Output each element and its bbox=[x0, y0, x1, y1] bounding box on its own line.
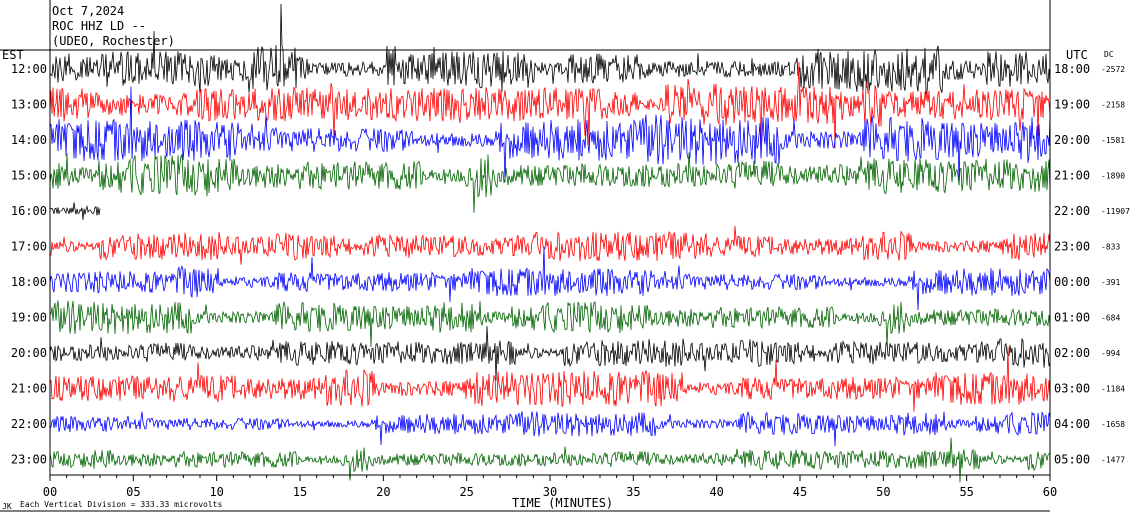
x-tick-label-05: 05 bbox=[126, 485, 140, 499]
est-label-1800: 18:00 bbox=[11, 275, 47, 289]
trace-1400 bbox=[49, 86, 1051, 185]
dc-value-11: -1477 bbox=[1101, 456, 1125, 465]
dc-value-4: -1190784 bbox=[1101, 207, 1130, 216]
utc-axis-title: UTC bbox=[1066, 48, 1088, 62]
dc-value-5: -833 bbox=[1101, 243, 1120, 252]
x-tick-label-25: 25 bbox=[459, 485, 473, 499]
x-tick-label-40: 40 bbox=[709, 485, 723, 499]
utc-label-1800: 18:00 bbox=[1054, 62, 1090, 76]
dc-value-3: -1890 bbox=[1101, 172, 1125, 181]
x-tick-label-20: 20 bbox=[376, 485, 390, 499]
est-label-1500: 15:00 bbox=[11, 169, 47, 183]
trace-1600 bbox=[49, 202, 101, 220]
trace-1700 bbox=[49, 225, 1051, 265]
utc-labels: 18:00 19:00 20:00 21:00 22:00 23:00 00:00 01:00… bbox=[1054, 62, 1090, 467]
est-axis-title: EST bbox=[2, 48, 24, 62]
utc-label-2000: 20:00 bbox=[1054, 133, 1090, 147]
utc-label-0400: 04:00 bbox=[1054, 417, 1090, 431]
trace-1900 bbox=[49, 300, 1051, 348]
est-label-1400: 14:00 bbox=[11, 133, 47, 147]
header-station: ROC HHZ LD -- bbox=[52, 19, 146, 33]
utc-label-2200: 22:00 bbox=[1054, 204, 1090, 218]
trace-1800 bbox=[49, 246, 1051, 311]
dc-value-9: -1184 bbox=[1101, 385, 1125, 394]
x-axis-title: TIME (MINUTES) bbox=[512, 496, 613, 510]
dc-column-title: DC bbox=[1104, 50, 1114, 59]
utc-label-2100: 21:00 bbox=[1054, 169, 1090, 183]
dc-value-0: -2572 bbox=[1101, 65, 1125, 74]
est-label-2200: 22:00 bbox=[11, 417, 47, 431]
est-label-1300: 13:00 bbox=[11, 98, 47, 112]
header-location: (UDEO, Rochester) bbox=[52, 34, 175, 48]
footer-mark: JK bbox=[2, 502, 12, 511]
trace-2000 bbox=[49, 326, 1051, 381]
x-tick-label-60: 60 bbox=[1043, 485, 1057, 499]
est-label-2300: 23:00 bbox=[11, 453, 47, 467]
dc-value-2: -1581 bbox=[1101, 136, 1125, 145]
est-label-1700: 17:00 bbox=[11, 240, 47, 254]
trace-layer bbox=[49, 3, 1051, 483]
trace-1500 bbox=[49, 152, 1051, 213]
x-tick-label-15: 15 bbox=[293, 485, 307, 499]
utc-label-0200: 02:00 bbox=[1054, 346, 1090, 360]
x-tick-label-35: 35 bbox=[626, 485, 640, 499]
footer-note: Each Vertical Division = 333.33 microvol… bbox=[20, 500, 222, 509]
dc-value-7: -684 bbox=[1101, 314, 1120, 323]
trace-1200 bbox=[49, 3, 1051, 96]
dc-value-6: -391 bbox=[1101, 278, 1120, 287]
x-tick-label-55: 55 bbox=[959, 485, 973, 499]
x-axis-ticks: 00 05 10 15 20 25 30 35 40 45 50 55 60 bbox=[43, 475, 1057, 499]
x-tick-label-00: 00 bbox=[43, 485, 57, 499]
x-tick-label-30: 30 bbox=[543, 485, 557, 499]
utc-label-0500: 05:00 bbox=[1054, 453, 1090, 467]
x-tick-label-45: 45 bbox=[793, 485, 807, 499]
est-label-1900: 19:00 bbox=[11, 311, 47, 325]
est-label-2000: 20:00 bbox=[11, 346, 47, 360]
trace-2300 bbox=[49, 437, 1051, 483]
trace-2200 bbox=[49, 410, 1051, 447]
est-label-2100: 21:00 bbox=[11, 382, 47, 396]
utc-label-0300: 03:00 bbox=[1054, 382, 1090, 396]
trace-1300 bbox=[49, 62, 1051, 149]
dc-value-8: -994 bbox=[1101, 349, 1120, 358]
utc-label-2300: 23:00 bbox=[1054, 240, 1090, 254]
est-label-1600: 16:00 bbox=[11, 204, 47, 218]
dc-value-1: -2158 bbox=[1101, 101, 1125, 110]
header-date: Oct 7,2024 bbox=[52, 4, 124, 18]
est-label-1200: 12:00 bbox=[11, 62, 47, 76]
utc-label-0000: 00:00 bbox=[1054, 275, 1090, 289]
utc-label-1900: 19:00 bbox=[1054, 98, 1090, 112]
dc-labels: -2572 -2158 -1581 -1890 -1190784 -833 -391 -684… bbox=[1101, 65, 1130, 465]
dc-value-10: -1658 bbox=[1101, 420, 1125, 429]
trace-2100 bbox=[49, 346, 1051, 412]
x-tick-label-10: 10 bbox=[209, 485, 223, 499]
utc-label-0100: 01:00 bbox=[1054, 311, 1090, 325]
x-tick-label-50: 50 bbox=[876, 485, 890, 499]
est-labels: 12:00 13:00 14:00 15:00 16:00 17:00 18:00 19:00… bbox=[11, 62, 47, 467]
